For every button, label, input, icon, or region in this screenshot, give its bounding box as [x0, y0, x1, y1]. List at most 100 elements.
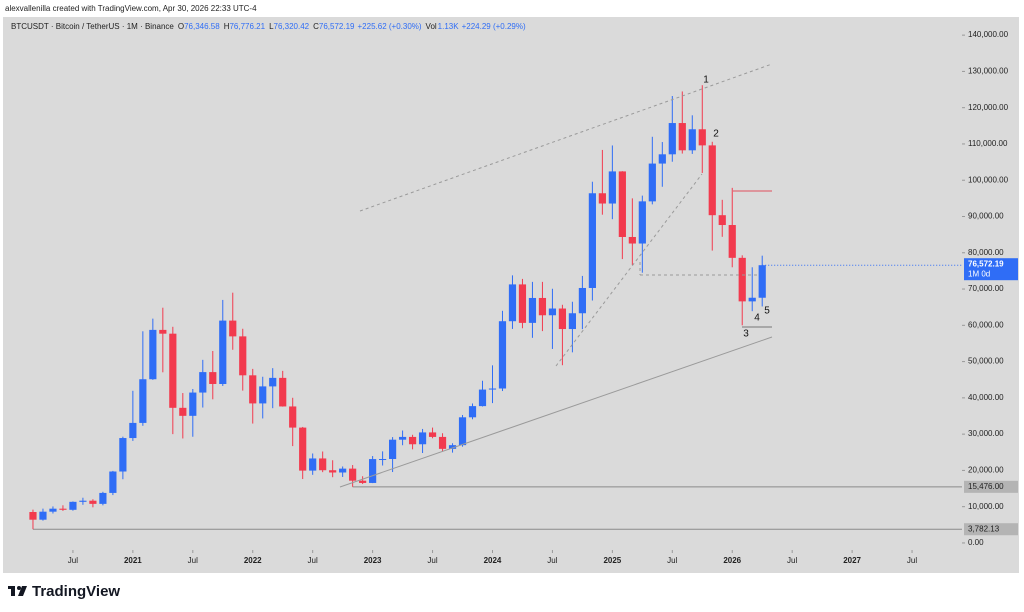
- candle-body: [119, 438, 127, 472]
- candle-body: [588, 193, 596, 288]
- candle-body: [179, 407, 187, 416]
- candle-body: [289, 406, 297, 428]
- candle-body: [428, 432, 437, 437]
- candle-body: [109, 471, 117, 493]
- candle-body: [229, 320, 237, 337]
- candle-body: [608, 171, 616, 204]
- legend-item: Vol: [426, 22, 437, 31]
- candle-body: [189, 392, 197, 416]
- footer-logo: [8, 586, 27, 596]
- candle-body: [89, 500, 97, 504]
- candle-body: [468, 406, 477, 418]
- candle-body: [598, 193, 606, 204]
- header: alexvallenilla created with TradingView.…: [5, 4, 257, 13]
- x-tick-label: Jul: [907, 556, 917, 565]
- candle-body: [648, 163, 656, 202]
- candle-body: [369, 459, 377, 483]
- x-tick-label: 2023: [364, 556, 382, 565]
- candle-body: [408, 436, 417, 445]
- legend-item: 76,572.19: [319, 22, 355, 31]
- candle-body: [448, 445, 457, 449]
- candle-body: [658, 154, 666, 164]
- y-tick-label: 80,000.00: [968, 248, 1004, 257]
- candle-body: [39, 511, 47, 520]
- x-tick-label: Jul: [547, 556, 557, 565]
- candle-body: [129, 422, 137, 439]
- footer-brand: TradingView: [32, 583, 120, 600]
- candle-body: [59, 508, 67, 510]
- y-tick-label: 130,000.00: [968, 67, 1009, 76]
- candle-body: [309, 458, 317, 471]
- x-tick-label: Jul: [787, 556, 797, 565]
- x-tick-label: 2021: [124, 556, 142, 565]
- y-tick-label: 140,000.00: [968, 30, 1009, 39]
- annotation: 3: [743, 329, 749, 340]
- candle-body: [748, 297, 756, 302]
- candle-body: [339, 468, 347, 473]
- annotation: 2: [713, 129, 719, 140]
- price-label-box: [964, 523, 1018, 536]
- candle-body: [478, 389, 487, 407]
- price-label: 3,782.13: [968, 524, 1000, 533]
- candle-body: [259, 386, 267, 404]
- candle-body: [638, 201, 646, 244]
- y-tick-label: 0.00: [968, 538, 984, 547]
- legend-item: BTCUSDT · Bitcoin / TetherUS · 1M · Bina…: [11, 22, 174, 31]
- candle-body: [488, 388, 497, 390]
- candle-body: [548, 308, 557, 316]
- logo-part: [11, 586, 15, 596]
- candle-body: [159, 329, 167, 334]
- candle-body: [418, 432, 427, 445]
- logo-part: [17, 586, 21, 590]
- candle-body: [388, 439, 397, 460]
- candle-body: [379, 459, 387, 461]
- candle-body: [79, 500, 87, 502]
- legend-item: C: [313, 22, 319, 31]
- candle-body: [698, 129, 706, 146]
- candle-body: [199, 372, 207, 393]
- y-tick-label: 70,000.00: [968, 284, 1004, 293]
- candle-body: [518, 284, 527, 323]
- candle-body: [568, 313, 577, 330]
- legend-item: +225.62 (+0.30%): [358, 22, 422, 31]
- y-tick-label: 60,000.00: [968, 320, 1004, 329]
- y-tick-label: 20,000.00: [968, 466, 1004, 475]
- y-tick-label: 110,000.00: [968, 139, 1008, 148]
- y-tick-label: 90,000.00: [968, 212, 1004, 221]
- y-tick-label: 10,000.00: [968, 502, 1004, 511]
- candle-body: [349, 468, 357, 481]
- candle-body: [99, 492, 107, 504]
- y-tick-label: 30,000.00: [968, 429, 1004, 438]
- candle-body: [219, 320, 227, 385]
- last-price-label: 76,572.19: [968, 259, 1004, 268]
- y-tick-label: 50,000.00: [968, 357, 1004, 366]
- plot: [29, 34, 1018, 553]
- legend-item: L: [269, 22, 274, 31]
- candle-body: [69, 501, 77, 510]
- candle-body: [299, 427, 307, 471]
- x-tick-label: 2024: [484, 556, 502, 565]
- candle-body: [359, 480, 367, 483]
- x-tick-label: 2026: [723, 556, 741, 565]
- legend-item: 1.13K: [438, 22, 460, 31]
- candle-body: [249, 375, 257, 404]
- candle-body: [738, 257, 746, 302]
- candle-body: [149, 329, 157, 380]
- candle-body: [618, 171, 626, 237]
- x-tick-label: 2025: [603, 556, 621, 565]
- candle-body: [239, 336, 247, 376]
- y-tick-label: 100,000.00: [968, 175, 1009, 184]
- candle-body: [269, 377, 277, 387]
- candle-body: [628, 236, 636, 244]
- x-tick-label: Jul: [188, 556, 198, 565]
- candle-body: [508, 284, 517, 322]
- legend-item: 76,346.58: [184, 22, 220, 31]
- candle-body: [209, 372, 217, 384]
- x-tick-label: Jul: [427, 556, 437, 565]
- candle-body: [279, 377, 287, 407]
- trend-line: [555, 173, 703, 367]
- x-tick-label: Jul: [308, 556, 318, 565]
- trend-line: [339, 336, 773, 488]
- candle-body: [29, 512, 37, 520]
